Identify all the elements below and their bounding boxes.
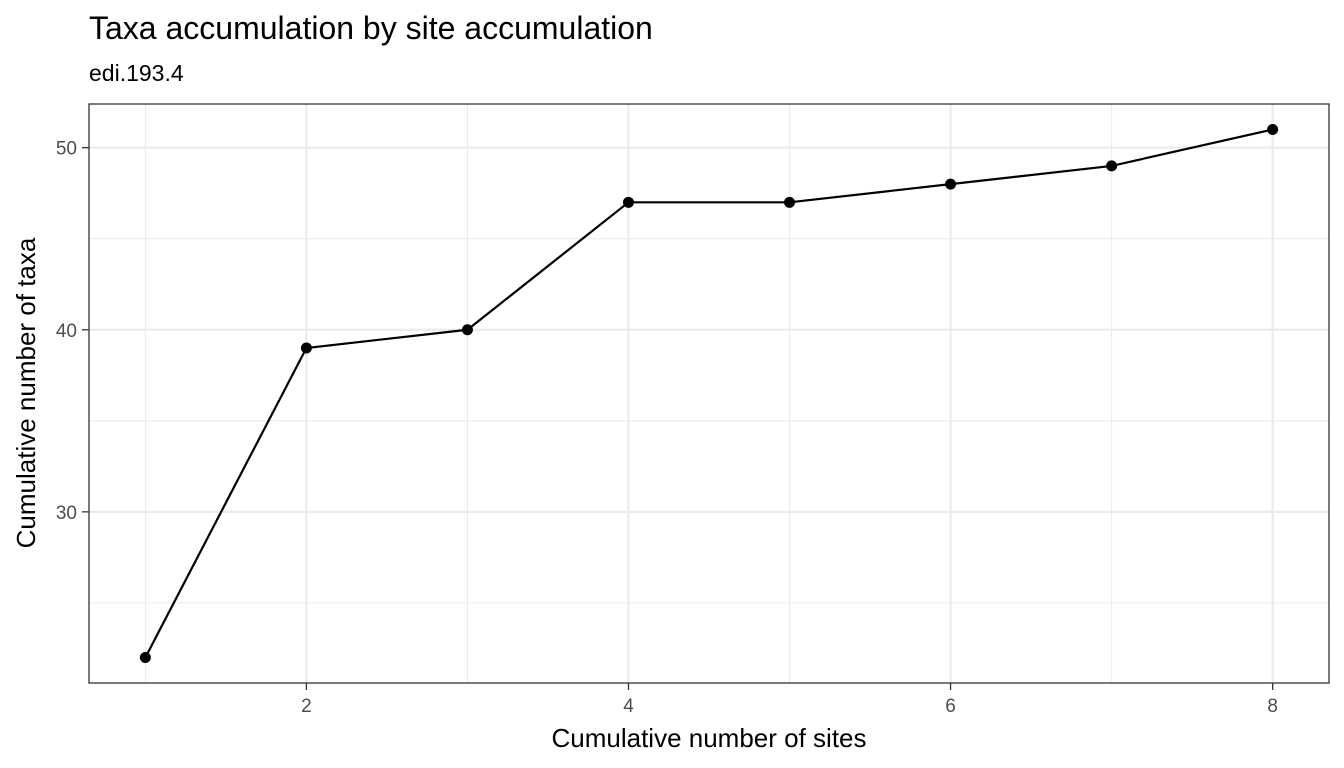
data-point xyxy=(784,196,796,208)
data-point xyxy=(1106,160,1118,172)
chart-subtitle: edi.193.4 xyxy=(89,60,184,86)
major-gridlines xyxy=(89,104,1329,683)
y-tick-label: 50 xyxy=(56,139,77,160)
series-line xyxy=(144,128,1273,659)
x-axis-title: Cumulative number of sites xyxy=(551,723,866,753)
data-point xyxy=(300,342,312,354)
chart-title: Taxa accumulation by site accumulation xyxy=(89,10,653,46)
data-series xyxy=(139,123,1279,664)
data-point xyxy=(1267,123,1279,135)
x-tick-label: 2 xyxy=(301,696,312,717)
y-axis-title: Cumulative number of taxa xyxy=(11,237,41,548)
y-axis: 30 40 50 xyxy=(56,139,89,524)
x-tick-label: 8 xyxy=(1267,696,1278,717)
x-tick-label: 6 xyxy=(945,696,956,717)
data-point xyxy=(461,324,473,336)
panel-border xyxy=(88,103,1330,684)
y-tick-label: 30 xyxy=(56,503,77,524)
data-point xyxy=(945,178,957,190)
data-point xyxy=(139,652,151,664)
data-point xyxy=(622,196,634,208)
y-tick-label: 40 xyxy=(56,321,77,342)
x-tick-label: 4 xyxy=(623,696,634,717)
plot-panel xyxy=(88,103,1330,684)
x-axis: 2 4 6 8 xyxy=(301,683,1278,717)
